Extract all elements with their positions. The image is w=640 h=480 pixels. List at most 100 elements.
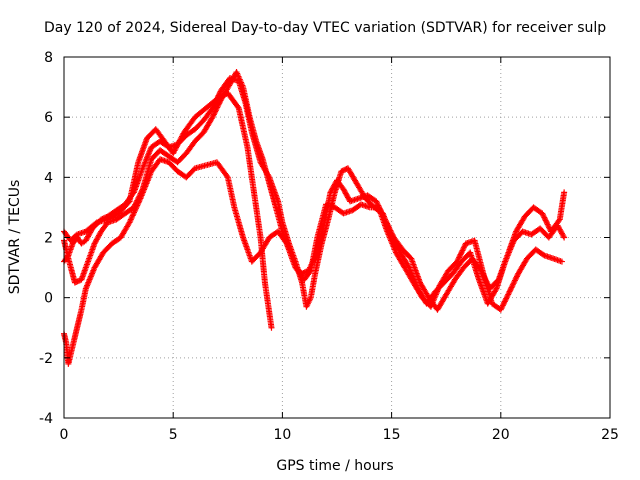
data-point [387, 227, 394, 234]
data-point [456, 253, 463, 260]
data-point [215, 92, 222, 99]
data-point [373, 199, 380, 206]
data-point [382, 216, 389, 223]
x-tick-label: 15 [383, 427, 401, 443]
data-point [213, 105, 220, 112]
data-point [211, 100, 218, 107]
data-point [501, 298, 508, 305]
data-point [134, 197, 141, 204]
data-point [132, 200, 139, 207]
x-tick-label: 20 [492, 427, 510, 443]
data-point [374, 201, 381, 208]
data-marks [61, 69, 568, 367]
data-point [483, 278, 490, 285]
data-point [504, 292, 511, 299]
data-point [480, 273, 487, 280]
data-point [509, 281, 516, 288]
data-point [513, 273, 520, 280]
data-point [135, 194, 142, 201]
data-point [212, 108, 219, 115]
data-point [373, 198, 380, 205]
data-point [382, 217, 389, 224]
data-point [210, 111, 217, 118]
data-point [234, 103, 241, 110]
data-point [505, 290, 512, 297]
grid-layer [64, 57, 610, 418]
data-point [136, 193, 143, 200]
data-point [131, 203, 138, 210]
data-point [478, 268, 485, 275]
data-point [558, 258, 565, 265]
x-tick-label: 10 [273, 427, 291, 443]
y-tick-label: 0 [44, 291, 53, 307]
data-point [492, 287, 499, 294]
data-point [268, 324, 275, 331]
y-tick-label: 2 [44, 231, 53, 247]
data-point [461, 243, 468, 250]
data-point [210, 112, 217, 119]
data-point [500, 301, 507, 308]
data-point [380, 213, 387, 220]
data-point [216, 98, 223, 105]
data-point [541, 214, 548, 221]
data-point [497, 306, 504, 313]
data-point [383, 219, 390, 226]
data-point [545, 222, 552, 229]
data-point [384, 220, 391, 227]
data-point [478, 267, 485, 274]
data-point [138, 189, 145, 196]
data-point [511, 278, 518, 285]
data-point [384, 222, 391, 229]
data-point [507, 287, 514, 294]
data-point [377, 206, 384, 213]
data-point [505, 291, 512, 298]
data-point [539, 211, 546, 218]
data-point [212, 107, 219, 114]
data-point [214, 95, 221, 102]
data-point [502, 296, 509, 303]
y-tick-label: -4 [39, 411, 53, 427]
data-point [458, 248, 465, 255]
data-point [386, 226, 393, 233]
data-point [214, 94, 221, 101]
series-trace-3 [61, 75, 568, 310]
data-point [99, 215, 106, 222]
data-point [507, 285, 514, 292]
data-point [561, 234, 568, 241]
data-point [132, 201, 139, 208]
x-tick-label: 0 [60, 427, 69, 443]
y-tick-label: 4 [44, 170, 53, 186]
data-point [385, 223, 392, 230]
data-point [503, 294, 510, 301]
data-point [376, 205, 383, 212]
data-point [481, 274, 488, 281]
data-point [506, 288, 513, 295]
data-point [137, 190, 144, 197]
data-point [75, 277, 82, 284]
data-point [215, 101, 222, 108]
data-point [541, 215, 548, 222]
data-point [216, 91, 223, 98]
x-tick-label: 5 [169, 427, 178, 443]
data-point [459, 247, 466, 254]
data-point [102, 214, 109, 221]
data-point [484, 281, 491, 288]
x-tick-label: 25 [601, 427, 619, 443]
data-point [544, 221, 551, 228]
axis-ticks: 0 5 10 15 20 25 -4 -2 0 2 4 6 8 [39, 50, 619, 443]
data-point [212, 99, 219, 106]
data-point [539, 210, 546, 217]
data-point [100, 215, 107, 222]
data-point [501, 299, 508, 306]
data-point [543, 218, 550, 225]
data-point [210, 103, 217, 110]
data-point [138, 187, 145, 194]
data-point [555, 217, 562, 224]
y-axis-label: SDTVAR / TECUs [7, 180, 23, 295]
data-point [544, 220, 550, 227]
data-point [376, 203, 382, 210]
data-point [510, 280, 517, 287]
data-point [456, 254, 463, 261]
data-point [503, 295, 510, 302]
